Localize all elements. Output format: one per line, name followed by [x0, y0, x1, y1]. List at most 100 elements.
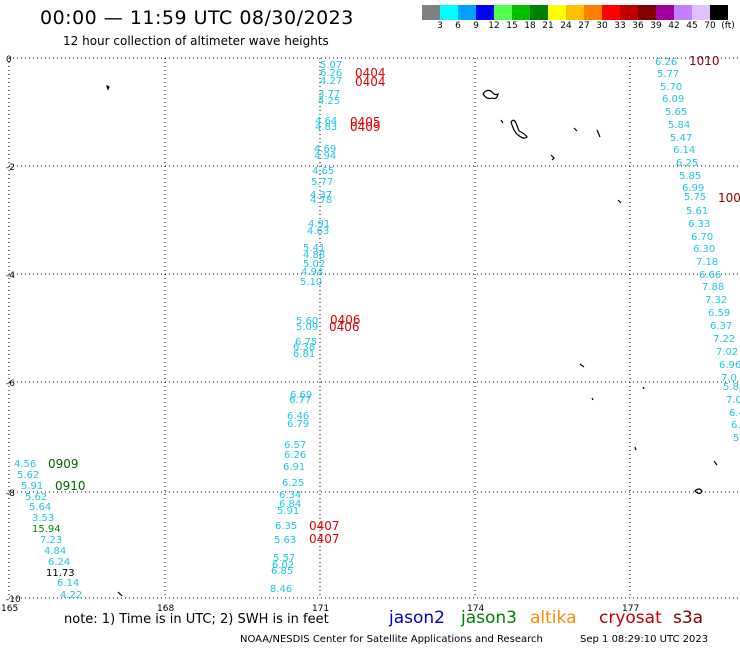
- island: [713, 460, 718, 466]
- wave-reading: 6.26: [320, 68, 342, 79]
- wave-reading: 6.26: [284, 450, 306, 461]
- legend-swatch: [710, 5, 728, 20]
- wave-reading: 6.33: [688, 219, 710, 230]
- pass-time: 100: [718, 191, 740, 205]
- x-axis-label: 177: [622, 604, 639, 614]
- wave-reading: 4.65: [312, 166, 334, 177]
- x-axis-label: 165: [1, 604, 18, 614]
- pass-time: 0910: [55, 479, 86, 493]
- wave-reading: 6.35: [275, 521, 297, 532]
- wave-reading: 5.: [733, 433, 740, 444]
- wave-reading: 6.66: [699, 270, 721, 281]
- y-axis-label: -10: [6, 595, 21, 605]
- legend-label: (ft): [721, 21, 735, 31]
- legend-swatch: [602, 5, 620, 20]
- legend-label: 18: [524, 21, 536, 31]
- y-axis-label: -4: [6, 271, 15, 281]
- island: [105, 84, 110, 91]
- legend-swatch: [440, 5, 458, 20]
- pass-time: 1010: [689, 54, 720, 68]
- island: [117, 591, 123, 597]
- legend-swatch: [638, 5, 656, 20]
- wave-reading: 6.57: [284, 440, 306, 451]
- wave-reading: 4.91: [308, 219, 330, 230]
- wave-reading: 5.41: [303, 243, 325, 254]
- legend-swatch: [656, 5, 674, 20]
- island: [500, 119, 504, 124]
- island: [579, 363, 585, 368]
- wave-reading: 5.75: [684, 192, 706, 203]
- legend-label: 45: [686, 21, 698, 31]
- island: [596, 129, 601, 138]
- wave-reading: 15.94: [32, 524, 61, 535]
- wave-reading: 4.94: [301, 267, 323, 278]
- legend-label: 36: [632, 21, 644, 31]
- legend-label: 39: [650, 21, 662, 31]
- wave-reading: 7.0: [721, 373, 737, 384]
- wave-reading: 6.85: [271, 566, 293, 577]
- wave-reading: 5.63: [274, 535, 296, 546]
- wave-reading: 6.24: [48, 557, 70, 568]
- wave-reading: 7.32: [705, 295, 727, 306]
- legend-label: 30: [596, 21, 608, 31]
- legend-label: 27: [578, 21, 590, 31]
- wave-reading: 3.53: [32, 513, 54, 524]
- wave-reading: 4.69: [314, 144, 336, 155]
- wave-reading: 6.: [731, 420, 740, 431]
- wave-height-readings: 6.144.225.076.264.273.774.254.644.834.69…: [14, 57, 740, 601]
- wave-reading: 7.0: [726, 395, 740, 406]
- y-axis-label: -6: [6, 379, 15, 389]
- footer-date: Sep 1 08:29:10 UTC 2023: [580, 634, 709, 645]
- wave-reading: 7.88: [702, 282, 724, 293]
- wave-reading: 5.47: [670, 133, 692, 144]
- legend-label: 12: [488, 21, 500, 31]
- pass-time: 0409: [350, 120, 381, 134]
- wave-reading: 6.26: [655, 57, 677, 68]
- wave-reading: 5.64: [29, 502, 51, 513]
- satellite-legend-item: altika: [530, 608, 577, 628]
- pass-time: 0404: [355, 75, 386, 89]
- wave-reading: 5.62: [17, 470, 39, 481]
- x-axis-label: 168: [157, 604, 174, 614]
- wave-reading: 6.09: [662, 94, 684, 105]
- wave-reading: 6.84: [279, 499, 301, 510]
- x-axis-label: 171: [312, 604, 329, 614]
- island: [634, 446, 637, 451]
- y-axis-label: -8: [6, 489, 15, 499]
- wave-reading: 5.02: [303, 259, 325, 270]
- satellite-legend-item: jason3: [461, 608, 517, 628]
- legend-swatch: [458, 5, 476, 20]
- wave-reading: 5.60: [296, 316, 318, 327]
- pass-time: 0406: [330, 313, 361, 327]
- y-axis-label: 0: [6, 55, 12, 65]
- wave-reading: 4.25: [318, 96, 340, 107]
- legend-swatch: [566, 5, 584, 20]
- legend-label: 42: [668, 21, 680, 31]
- legend-label: 15: [506, 21, 518, 31]
- wave-reading: 6.99: [682, 183, 704, 194]
- pass-time: 0405: [350, 115, 381, 129]
- x-axis-label: 174: [467, 604, 484, 614]
- wave-reading: 6.34: [279, 490, 301, 501]
- wave-reading: 5.10: [300, 277, 322, 288]
- satellite-legend-item: jason2: [389, 608, 445, 628]
- legend-swatch: [422, 5, 440, 20]
- wave-reading: 4.27: [320, 76, 342, 87]
- wave-reading: 5.07: [320, 60, 342, 71]
- legend-swatch: [530, 5, 548, 20]
- map-grid: [8, 57, 740, 599]
- legend-swatch: [494, 5, 512, 20]
- wave-reading: 6.4: [729, 408, 740, 419]
- wave-reading: 6.37: [710, 321, 732, 332]
- legend-label: 70: [704, 21, 716, 31]
- wave-reading: 6.59: [708, 308, 730, 319]
- legend-swatch: [584, 5, 602, 20]
- wave-reading: 4.78: [310, 195, 332, 206]
- wave-reading: 4.94: [314, 151, 336, 162]
- wave-reading: 4.83: [315, 122, 337, 133]
- wave-reading: 6.46: [287, 411, 309, 422]
- wave-reading: 6.96: [719, 360, 740, 371]
- legend-swatch: [674, 5, 692, 20]
